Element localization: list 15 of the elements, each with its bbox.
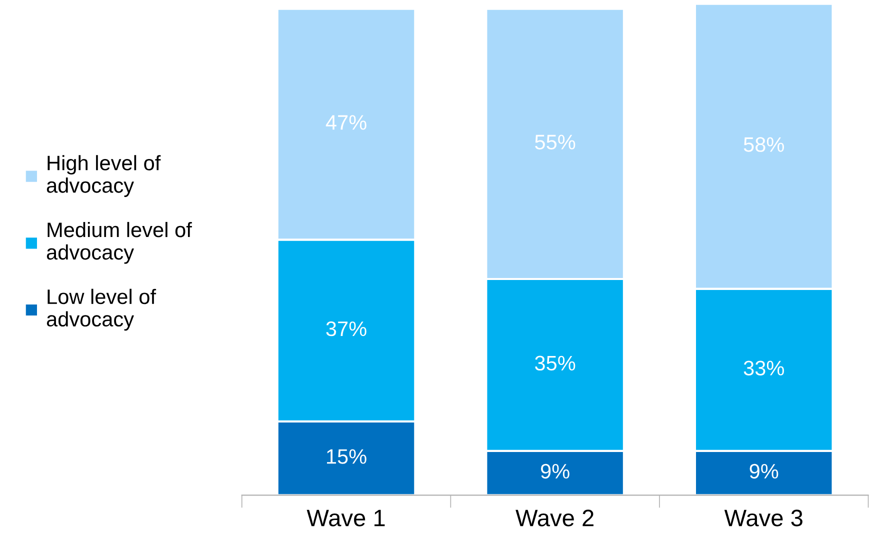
x-tick-label: Wave 1 xyxy=(306,510,385,526)
data-label: 35% xyxy=(535,356,576,371)
x-tick-label: Wave 3 xyxy=(724,510,802,526)
data-label: 15% xyxy=(327,449,366,464)
data-label: 33% xyxy=(744,360,784,376)
legend-label: High level of advocacy xyxy=(46,155,161,197)
data-label: 9% xyxy=(540,464,570,479)
data-label: 47% xyxy=(326,115,366,130)
legend-label: Low level of advocacy xyxy=(46,288,156,331)
data-label: 9% xyxy=(750,464,778,479)
data-label: 58% xyxy=(744,137,784,152)
data-label: 55% xyxy=(535,134,576,150)
x-tick-label: Wave 2 xyxy=(516,510,594,526)
data-label: 37% xyxy=(326,321,366,336)
legend-label: Medium level of advocacy xyxy=(46,222,192,264)
